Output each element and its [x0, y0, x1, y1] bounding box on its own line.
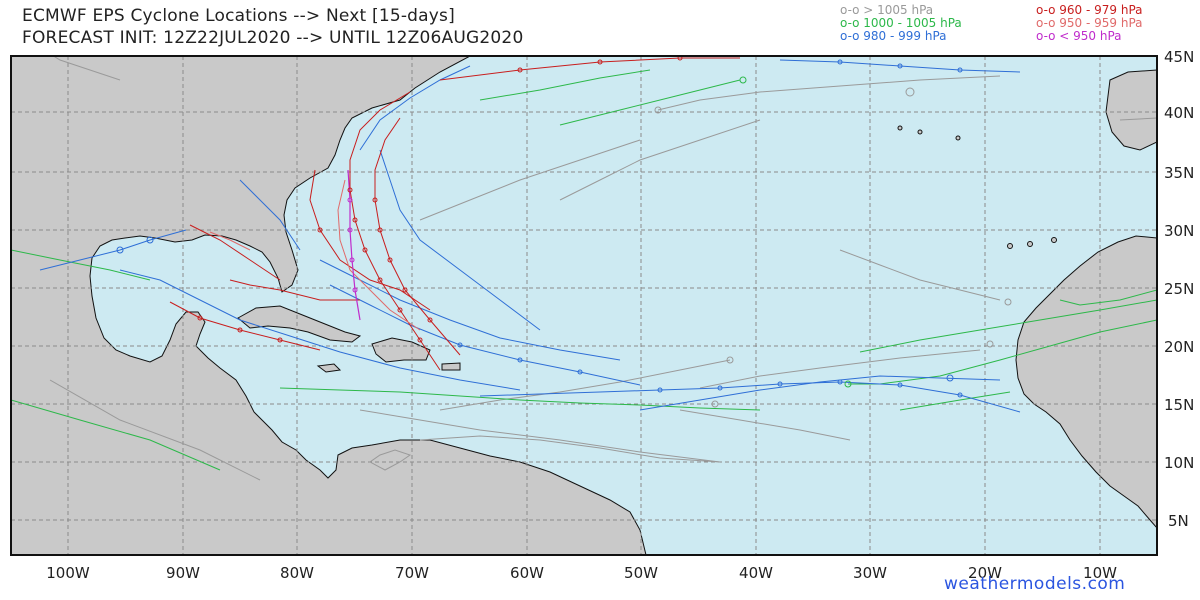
land-jamaica	[316, 363, 342, 373]
track-markers	[116, 56, 1012, 408]
credit-watermark[interactable]: weathermodels.com	[944, 574, 1126, 594]
land-hispaniola	[371, 337, 431, 363]
land-africa	[1015, 235, 1157, 529]
lon-label-90w: 90W	[166, 564, 200, 582]
lon-label-70w: 70W	[395, 564, 429, 582]
land-canary-islands-3	[1051, 237, 1057, 243]
lon-label-30w: 30W	[853, 564, 887, 582]
tracks-pink	[209, 179, 421, 331]
title-line-2: FORECAST INIT: 12Z22JUL2020 --> UNTIL 12…	[22, 28, 524, 48]
tracks-red	[169, 57, 740, 371]
tracks-grey	[49, 56, 1157, 481]
lat-label-15n: 15N	[1164, 396, 1194, 414]
lat-label-10n: 10N	[1164, 454, 1194, 472]
land-north-america	[11, 56, 647, 555]
lat-label-5n: 5N	[1168, 512, 1189, 530]
tracks-blue	[39, 59, 1021, 413]
map-frame	[10, 55, 1158, 556]
legend-item-960-979: o-o 960 - 979 hPa	[1036, 3, 1143, 17]
land-puerto-rico	[441, 362, 461, 371]
land-canary-islands-2	[1027, 241, 1033, 247]
land-azores-3	[955, 135, 961, 141]
lat-label-30n: 30N	[1164, 222, 1194, 240]
lon-label-50w: 50W	[624, 564, 658, 582]
lat-label-35n: 35N	[1164, 164, 1194, 182]
tracks-magenta	[347, 169, 361, 321]
lat-label-25n: 25N	[1164, 280, 1194, 298]
land-cuba	[237, 305, 362, 343]
land-canary-islands	[1007, 243, 1013, 249]
legend-left: o-o > 1005 hPa o-o 1000 - 1005 hPa o-o 9…	[840, 4, 962, 43]
legend-item-980-999: o-o 980 - 999 hPa	[840, 29, 947, 43]
legend-item-gt1005: o-o > 1005 hPa	[840, 3, 934, 17]
legend-right: o-o 960 - 979 hPa o-o 950 - 959 hPa o-o …	[1036, 4, 1143, 43]
lon-label-40w: 40W	[739, 564, 773, 582]
land-azores-2	[917, 129, 923, 135]
land-azores	[897, 125, 903, 131]
lat-label-45n: 45N	[1164, 48, 1194, 66]
lon-label-60w: 60W	[510, 564, 544, 582]
title-line-1: ECMWF EPS Cyclone Locations --> Next [15…	[22, 6, 455, 26]
lat-labels: 45N 40N 35N 30N 25N 20N 15N 10N 5N	[1164, 48, 1194, 530]
lon-label-10w: 10W	[1083, 564, 1117, 582]
lat-label-20n: 20N	[1164, 338, 1194, 356]
legend-item-950-959: o-o 950 - 959 hPa	[1036, 16, 1143, 30]
land-iberia	[1105, 69, 1157, 151]
lon-labels: 100W 90W 80W 70W 60W 50W 40W 30W 20W 10W	[46, 564, 1117, 582]
lat-label-40n: 40N	[1164, 104, 1194, 122]
lon-label-20w: 20W	[968, 564, 1002, 582]
legend-item-lt950: o-o < 950 hPa	[1036, 29, 1122, 43]
lon-label-80w: 80W	[280, 564, 314, 582]
lon-label-100w: 100W	[46, 564, 90, 582]
legend-item-1000-1005: o-o 1000 - 1005 hPa	[840, 16, 962, 30]
